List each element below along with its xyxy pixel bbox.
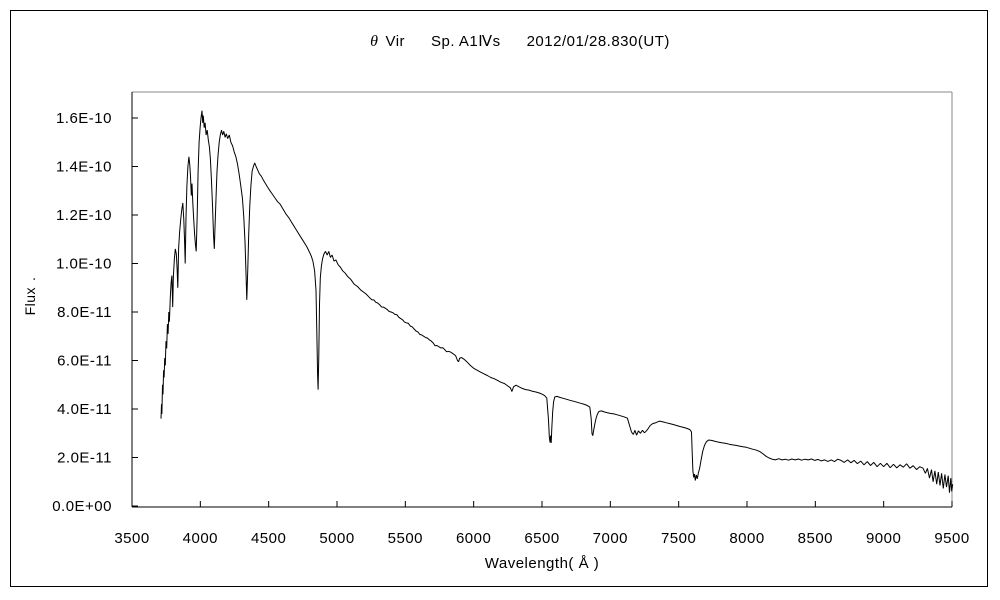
x-tick-label: 9000 — [866, 530, 901, 547]
y-axis-title: Flux . — [20, 274, 40, 318]
x-tick-label: 3500 — [114, 530, 149, 547]
x-tick-label: 5000 — [319, 530, 354, 547]
x-tick-label: 6500 — [524, 530, 559, 547]
y-tick-label: 8.0E-11 — [57, 304, 112, 321]
y-tick-label: 0.0E+00 — [52, 498, 112, 515]
y-tick-label: 1.2E-10 — [56, 207, 112, 224]
y-tick-label: 1.4E-10 — [56, 159, 112, 176]
y-axis-stray-dot: . — [22, 276, 38, 281]
title-date-ut: 2012/01/28.830(UT) — [526, 33, 670, 50]
y-tick-label: 2.0E-11 — [57, 450, 112, 467]
y-tick-label: 4.0E-11 — [57, 401, 112, 418]
x-tick-label: 6000 — [456, 530, 491, 547]
chart-title: θ Vir Sp. A1Ⅳs 2012/01/28.830(UT) — [20, 32, 1000, 51]
y-tick-label: 1.0E-10 — [56, 256, 112, 273]
figure-border — [10, 10, 988, 587]
x-axis-title: Wavelength( Å ) — [484, 555, 600, 572]
title-spectral-type: Sp. A1Ⅳs — [431, 33, 501, 50]
x-tick-label: 7500 — [661, 530, 696, 547]
x-tick-label: 4500 — [251, 530, 286, 547]
title-theta-symbol: θ — [370, 33, 379, 50]
y-tick-label: 1.6E-10 — [56, 110, 112, 127]
x-tick-label: 4000 — [183, 530, 218, 547]
spectrum-line — [160, 110, 954, 493]
title-object-name: Vir — [385, 33, 406, 50]
y-axis-title-text: Flux — [22, 286, 38, 316]
x-tick-label: 5500 — [388, 530, 423, 547]
x-tick-label: 7000 — [593, 530, 628, 547]
y-tick-label: 6.0E-11 — [57, 353, 112, 370]
x-tick-label: 8500 — [798, 530, 833, 547]
x-tick-label: 9500 — [934, 530, 969, 547]
x-tick-label: 8000 — [729, 530, 764, 547]
